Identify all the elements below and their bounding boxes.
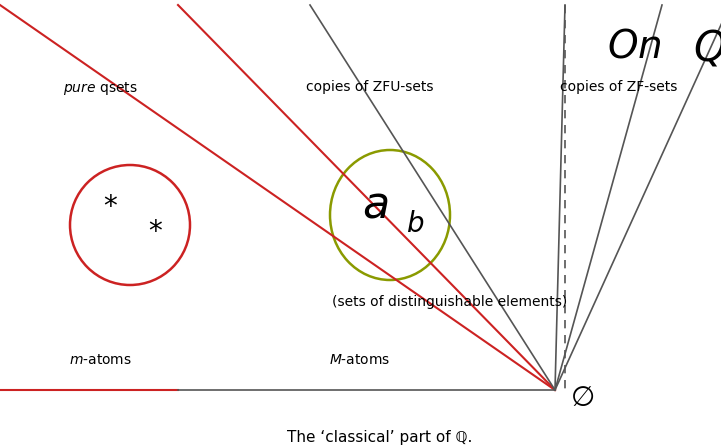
Text: $\emptyset$: $\emptyset$ bbox=[570, 385, 594, 412]
Text: $\mathit{On}$: $\mathit{On}$ bbox=[606, 28, 661, 65]
Text: The ‘classical’ part of ℚ.: The ‘classical’ part of ℚ. bbox=[287, 430, 473, 445]
Text: $\mathit{pure}$ qsets: $\mathit{pure}$ qsets bbox=[63, 80, 138, 97]
Text: $*$: $*$ bbox=[148, 216, 162, 244]
Text: $b$: $b$ bbox=[406, 211, 424, 239]
Text: $\mathit{Q}$: $\mathit{Q}$ bbox=[694, 28, 721, 70]
Text: $*$: $*$ bbox=[102, 191, 118, 219]
Text: (sets of distinguishable elements): (sets of distinguishable elements) bbox=[332, 295, 567, 309]
Text: $\mathit{M}$-atoms: $\mathit{M}$-atoms bbox=[329, 353, 391, 367]
Text: copies of ZF-sets: copies of ZF-sets bbox=[560, 80, 677, 94]
Text: copies of ZFU-sets: copies of ZFU-sets bbox=[306, 80, 434, 94]
Text: $\mathit{m}$-atoms: $\mathit{m}$-atoms bbox=[68, 353, 131, 367]
Text: $a$: $a$ bbox=[362, 183, 388, 227]
